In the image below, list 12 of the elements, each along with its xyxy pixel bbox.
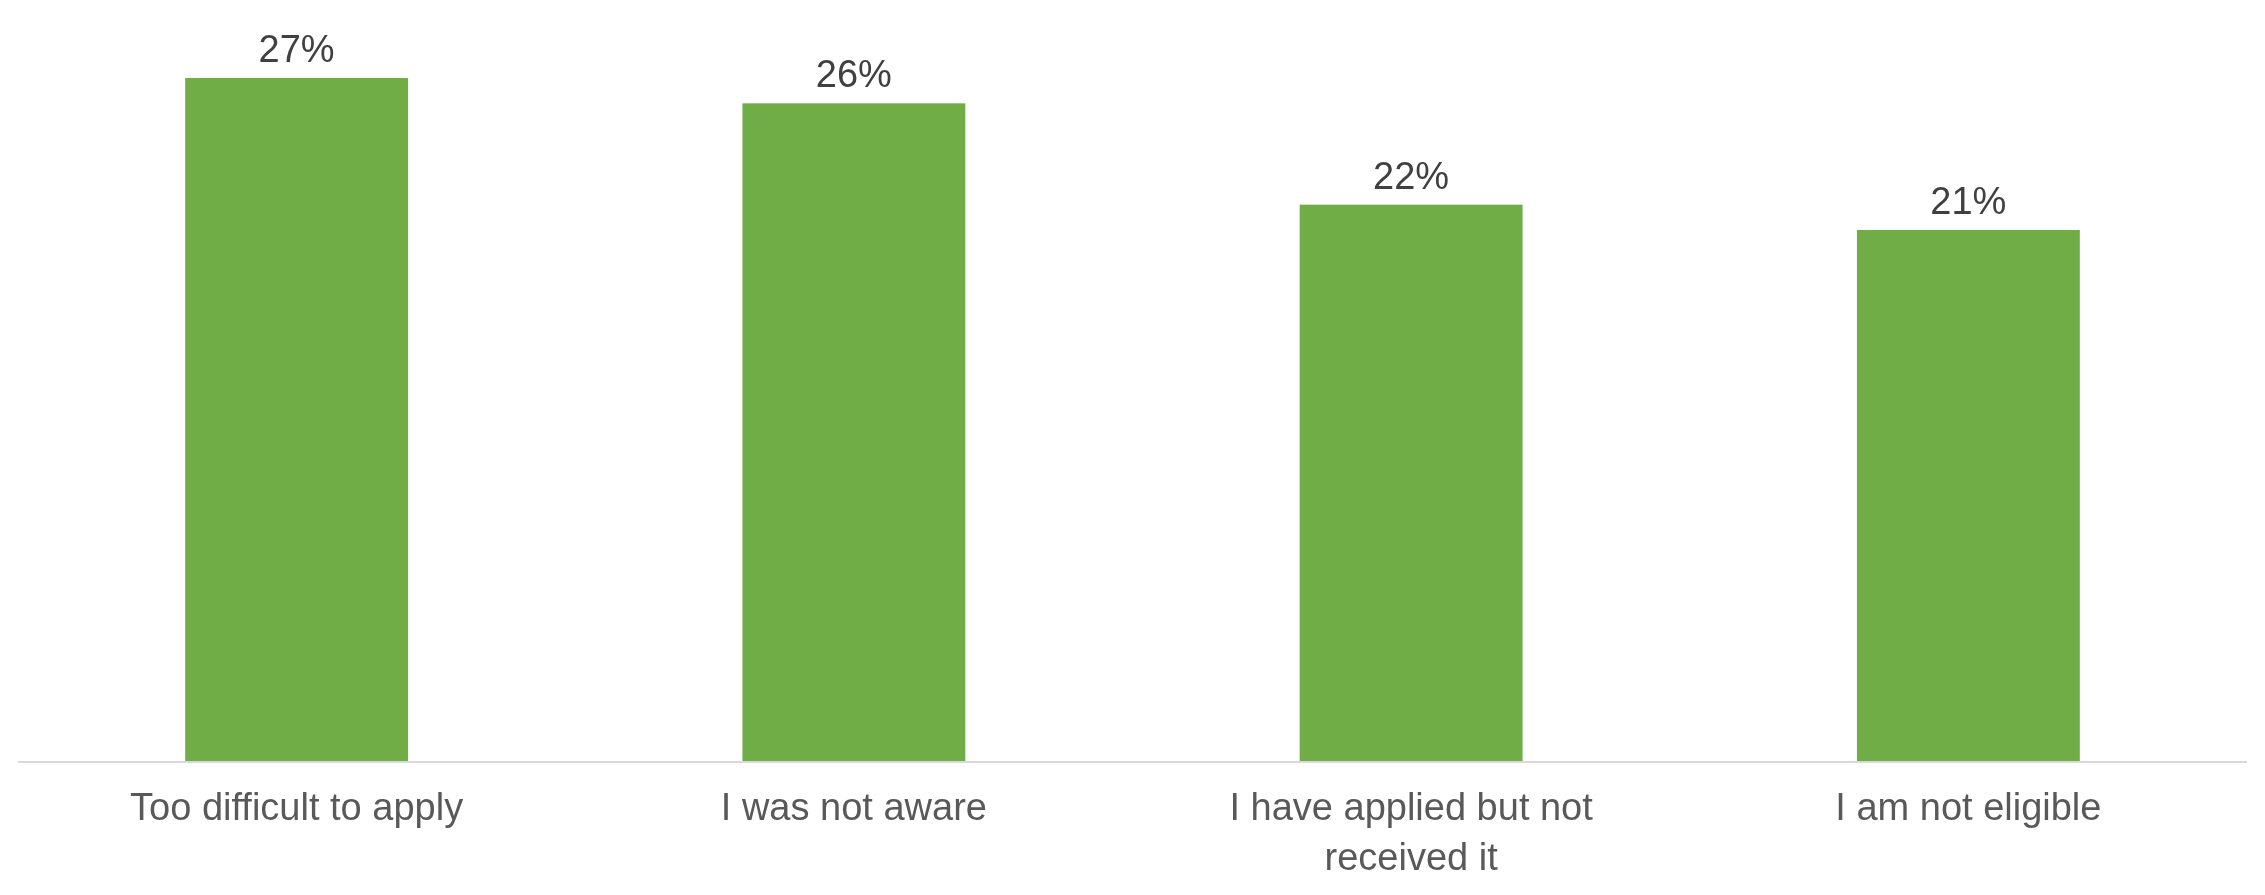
x-tick-label: I was not aware bbox=[720, 786, 987, 828]
x-tick-label: I have applied but not received it bbox=[1229, 786, 1594, 878]
data-label: 26% bbox=[815, 53, 892, 96]
data-label: 27% bbox=[258, 28, 335, 70]
data-label: 22% bbox=[1373, 154, 1450, 197]
x-tick-label: I am not eligible bbox=[1835, 786, 2102, 828]
bar bbox=[1856, 230, 2080, 762]
bar bbox=[742, 103, 966, 762]
data-label: 21% bbox=[1930, 180, 2007, 222]
bar bbox=[1299, 204, 1523, 762]
bar bbox=[185, 78, 409, 762]
x-tick-label: Too difficult to apply bbox=[130, 786, 464, 828]
